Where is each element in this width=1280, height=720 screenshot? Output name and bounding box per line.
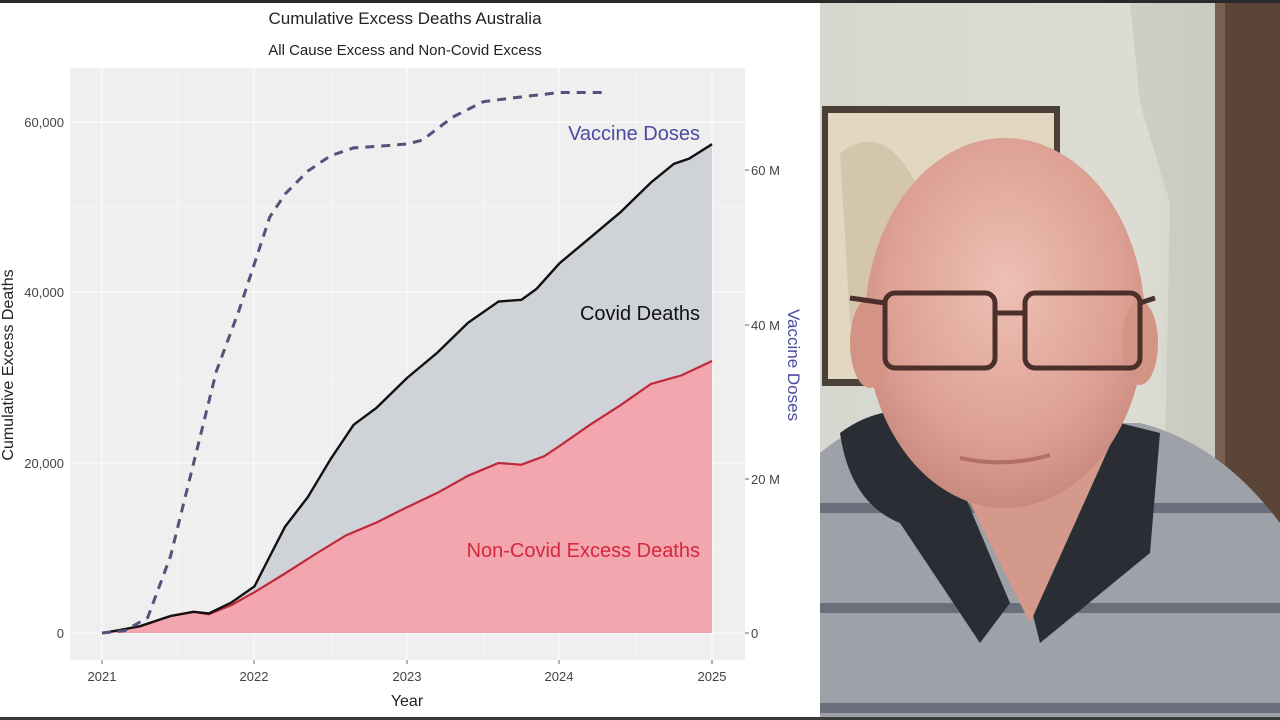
x-tick: 2022: [240, 669, 269, 684]
chart-slide: Vaccine Doses Covid Deaths Non-Covid Exc…: [0, 3, 820, 717]
chart: Vaccine Doses Covid Deaths Non-Covid Exc…: [0, 9, 803, 710]
vaccine-doses-label: Vaccine Doses: [568, 123, 700, 145]
presenter-image: [820, 3, 1280, 717]
covid-deaths-label: Covid Deaths: [580, 303, 700, 325]
y-axis-right: 0 20 M 40 M 60 M: [745, 163, 780, 641]
y2-tick: 60 M: [751, 163, 780, 178]
all-cause-excess-line: [101, 143, 713, 635]
non-covid-excess-area: [102, 361, 712, 633]
x-tick: 2021: [88, 669, 117, 684]
covid-deaths-area: [102, 144, 712, 633]
vaccine-doses-line: [101, 91, 606, 635]
frame-top-border: [0, 0, 1280, 3]
x-tick: 2025: [698, 669, 727, 684]
y-axis-title: Cumulative Excess Deaths: [0, 269, 17, 460]
chart-title: Cumulative Excess Deaths Australia: [268, 9, 542, 28]
y-tick: 40,000: [24, 285, 64, 300]
y2-tick: 40 M: [751, 318, 780, 333]
y-tick: 60,000: [24, 115, 64, 130]
frame-bottom-border: [0, 717, 1280, 720]
y2-tick: 20 M: [751, 472, 780, 487]
presenter-video-feed: [820, 3, 1280, 717]
x-tick: 2024: [545, 669, 574, 684]
x-axis: 2021 2022 2023 2024 2025: [88, 660, 727, 684]
y2-tick: 0: [751, 626, 758, 641]
x-axis-title: Year: [391, 693, 424, 710]
chart-subtitle: All Cause Excess and Non-Covid Excess: [268, 42, 541, 59]
y-tick: 20,000: [24, 456, 64, 471]
y-tick: 0: [57, 626, 64, 641]
x-tick: 2023: [393, 669, 422, 684]
y-axis-left: 0 20,000 40,000 60,000: [24, 115, 64, 641]
non-covid-deaths-label: Non-Covid Excess Deaths: [467, 540, 700, 562]
y2-axis-title: Vaccine Doses: [784, 309, 803, 421]
